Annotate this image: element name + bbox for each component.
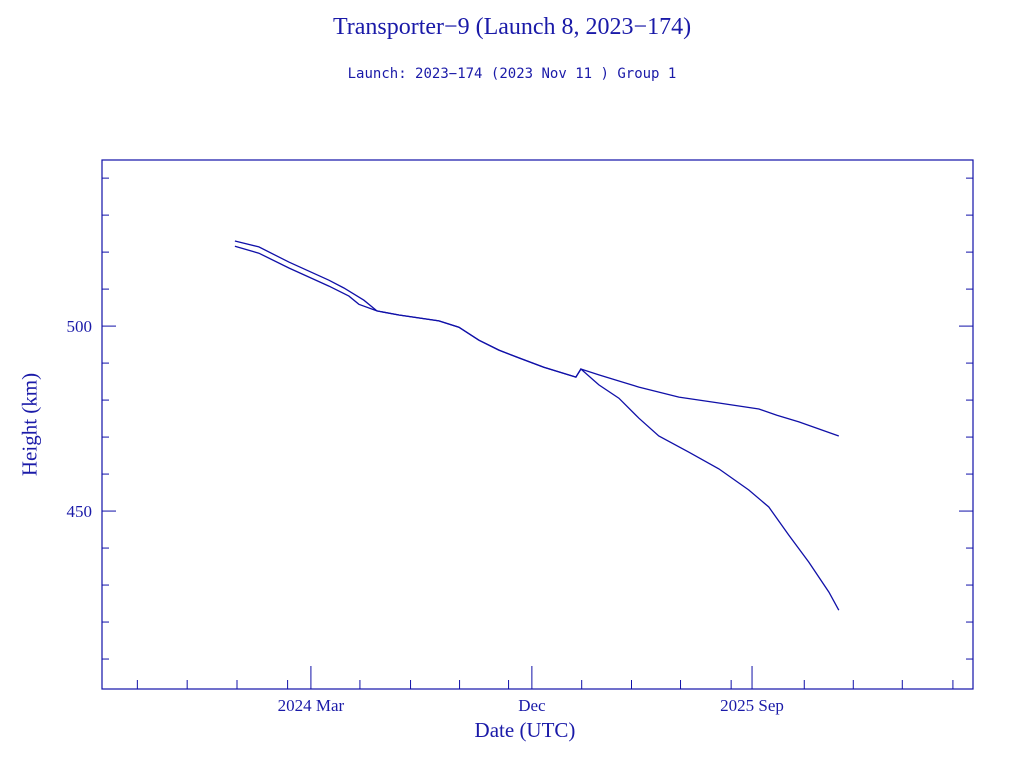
- chart-subtitle: Launch: 2023−174 (2023 Nov 11 ) Group 1: [347, 66, 677, 82]
- series-line-object-2: [234, 245, 840, 611]
- x-tick-label: 2025 Sep: [720, 696, 784, 715]
- series-line-object-1: [234, 240, 840, 437]
- chart-title: Transporter−9 (Launch 8, 2023−174): [332, 14, 692, 40]
- y-tick-label: 500: [67, 317, 93, 336]
- x-axis-label: Date (UTC): [474, 718, 576, 742]
- x-tick-label: Dec: [518, 696, 546, 715]
- y-tick-label: 450: [67, 502, 93, 521]
- x-tick-label: 2024 Mar: [278, 696, 345, 715]
- plot-frame: [101, 159, 974, 690]
